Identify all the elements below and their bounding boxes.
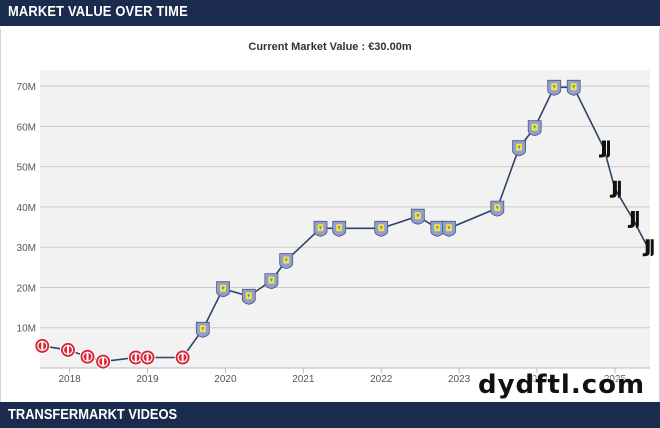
y-tick-label: 60M	[17, 122, 36, 133]
girona-badge-icon	[60, 341, 76, 358]
aston-villa-badge-icon	[241, 288, 256, 305]
aston-villa-badge-icon	[490, 200, 505, 217]
data-point	[527, 120, 542, 137]
data-point	[442, 220, 456, 237]
aston-villa-badge-icon	[566, 79, 581, 96]
data-point	[512, 140, 526, 157]
aston-villa-badge-icon	[264, 273, 279, 290]
girona-badge-icon	[34, 337, 51, 354]
x-tick-label: 2021	[292, 374, 315, 385]
data-point	[642, 239, 654, 257]
aston-villa-badge-icon	[410, 208, 425, 225]
y-tick-label: 50M	[17, 163, 36, 174]
x-tick-label: 2019	[136, 374, 159, 385]
data-point	[279, 253, 294, 269]
data-point	[139, 349, 156, 366]
data-point	[430, 220, 445, 237]
aston-villa-badge-icon	[332, 220, 347, 237]
footer-bar: TRANSFERMARKT VIDEOS	[0, 402, 660, 428]
juventus-badge-icon	[627, 211, 639, 228]
aston-villa-badge-icon	[512, 140, 526, 157]
juventus-badge-icon	[642, 239, 654, 257]
x-tick-label: 2018	[58, 374, 81, 385]
data-point	[95, 353, 112, 370]
data-point	[195, 321, 210, 338]
data-point	[174, 349, 191, 366]
juventus-badge-icon	[599, 140, 610, 158]
data-point	[241, 288, 256, 305]
aston-villa-badge-icon	[430, 220, 445, 237]
aston-villa-badge-icon	[313, 220, 328, 237]
header-bar: MARKET VALUE OVER TIME	[0, 0, 660, 29]
aston-villa-badge-icon	[547, 79, 562, 96]
data-point	[490, 200, 505, 217]
aston-villa-badge-icon	[527, 120, 542, 137]
y-tick-label: 70M	[17, 82, 36, 93]
y-tick-label: 20M	[17, 283, 36, 294]
section-title: MARKET VALUE OVER TIME	[8, 3, 188, 20]
girona-badge-icon	[95, 353, 112, 370]
chart-subtitle: Current Market Value : €30.00m	[248, 41, 412, 53]
y-tick-label: 40M	[17, 203, 36, 214]
girona-badge-icon	[139, 349, 156, 366]
data-point	[410, 208, 425, 225]
data-point	[609, 180, 621, 198]
aston-villa-badge-icon	[442, 220, 456, 237]
x-tick-label: 2020	[214, 374, 237, 385]
aston-villa-badge-icon	[195, 321, 210, 338]
juventus-badge-icon	[609, 180, 621, 198]
girona-badge-icon	[174, 349, 191, 366]
girona-badge-icon	[79, 348, 96, 365]
data-point	[264, 273, 279, 290]
data-point	[374, 220, 389, 237]
market-value-chart: 10M 20M 30M 40M 50M 60M 70M 2018 2019 2020 2021 202…	[17, 79, 654, 385]
data-point	[79, 348, 96, 365]
watermark: dydftl.com	[478, 370, 646, 400]
aston-villa-badge-icon	[279, 253, 294, 269]
data-point	[34, 337, 51, 354]
data-point	[313, 220, 328, 237]
data-point	[599, 140, 610, 158]
data-point	[216, 281, 231, 298]
x-tick-label: 2025	[604, 374, 627, 385]
aston-villa-badge-icon	[374, 220, 389, 237]
aston-villa-badge-icon	[216, 281, 231, 298]
data-point	[60, 341, 76, 358]
x-tick-label: 2024	[526, 374, 549, 385]
y-tick-label: 10M	[17, 324, 36, 335]
data-point	[566, 79, 581, 96]
x-tick-label: 2023	[448, 374, 471, 385]
videos-section-title[interactable]: TRANSFERMARKT VIDEOS	[8, 406, 178, 423]
data-point	[547, 79, 562, 96]
data-point	[332, 220, 347, 237]
data-point	[627, 211, 639, 228]
plot-area	[40, 70, 650, 368]
x-tick-label: 2022	[370, 374, 393, 385]
y-tick-label: 30M	[17, 243, 36, 254]
